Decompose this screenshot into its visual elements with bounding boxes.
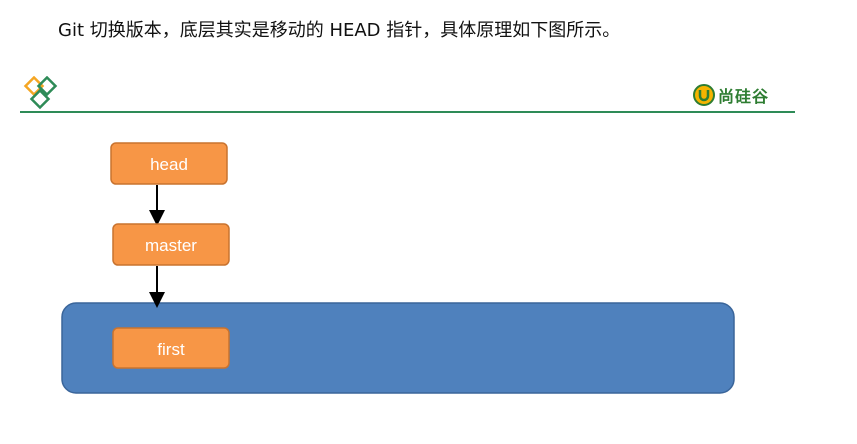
node-first: first xyxy=(112,327,230,369)
node-head: head xyxy=(110,142,228,185)
u-badge-icon xyxy=(693,84,715,106)
header-divider xyxy=(20,111,795,113)
node-first-label: first xyxy=(157,340,185,359)
node-master-label: master xyxy=(145,236,197,255)
commit-area xyxy=(61,302,735,394)
interlocking-diamonds-icon xyxy=(23,76,58,110)
node-head-label: head xyxy=(150,155,188,174)
brand-logo: 尚硅谷 xyxy=(693,82,769,108)
node-master: master xyxy=(112,223,230,266)
brand-name: 尚硅谷 xyxy=(718,87,770,106)
caption-text: Git 切换版本，底层其实是移动的 HEAD 指针，具体原理如下图所示。 xyxy=(58,20,621,41)
